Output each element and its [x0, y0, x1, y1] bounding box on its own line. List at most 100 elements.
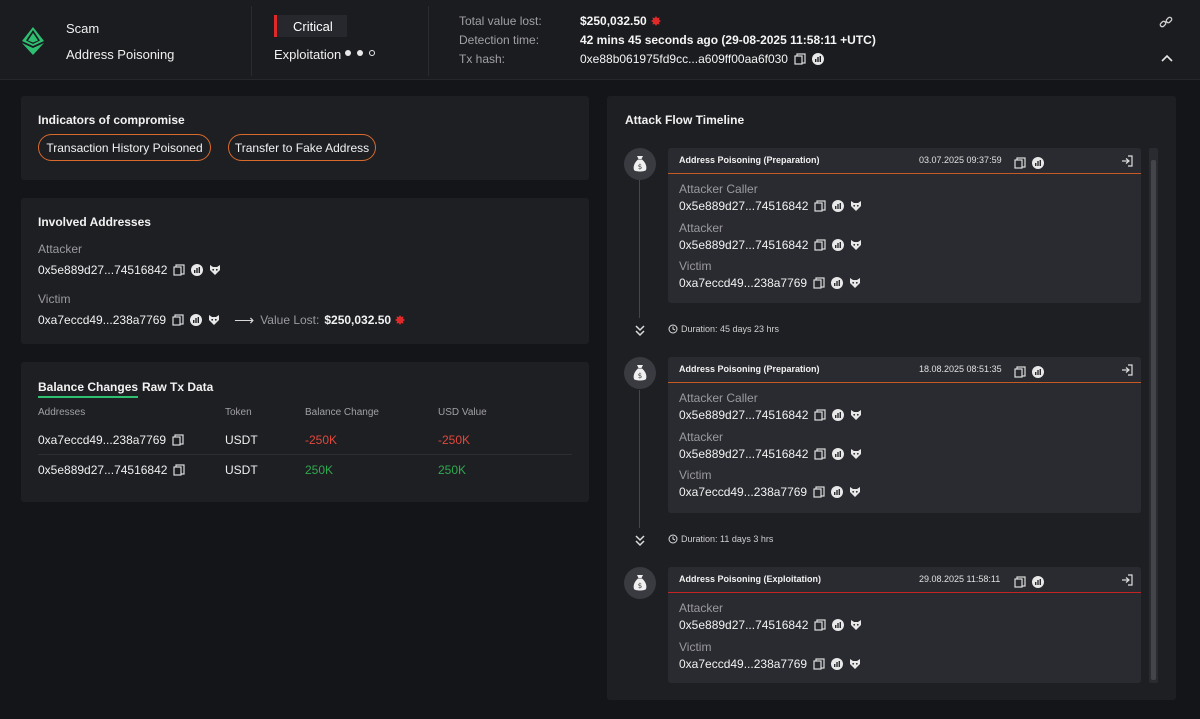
victim-address[interactable]: 0xa7eccd49...238a7769 ⟶ Value Lost: $250,03… — [38, 312, 406, 329]
copy-icon[interactable] — [814, 239, 827, 251]
copy-icon[interactable] — [173, 264, 186, 276]
explorer-chart-icon[interactable] — [1032, 576, 1044, 588]
explorer-chart-icon[interactable] — [190, 314, 203, 326]
fox-icon[interactable] — [850, 409, 862, 421]
event-title: Address Poisoning (Preparation) — [679, 364, 820, 374]
copy-icon[interactable] — [1014, 157, 1026, 169]
explorer-chart-icon[interactable] — [811, 53, 824, 65]
explorer-chart-icon[interactable] — [191, 264, 204, 276]
event-date: 18.08.2025 08:51:35 — [919, 364, 1002, 374]
open-external-icon[interactable] — [1121, 363, 1133, 376]
fox-icon[interactable] — [850, 200, 862, 212]
involved-addresses-panel — [21, 198, 589, 344]
copy-icon[interactable] — [1014, 366, 1026, 378]
fox-icon[interactable] — [850, 619, 862, 631]
money-bag-icon: $ — [624, 357, 656, 389]
incident-category: Scam — [66, 21, 100, 36]
entry-address[interactable]: 0x5e889d27...74516842 — [679, 199, 862, 213]
tx-hash: 0xe88b061975fd9cc...a609ff00aa6f030 — [580, 52, 824, 66]
detection-time: 42 mins 45 seconds ago (29-08-2025 11:58… — [580, 33, 876, 47]
copy-icon[interactable] — [794, 53, 806, 65]
tab-raw-tx-data[interactable]: Raw Tx Data — [142, 380, 214, 394]
total-value-lost-label: Total value lost: — [459, 14, 542, 28]
attacker-address[interactable]: 0x5e889d27...74516842 — [38, 263, 221, 277]
entry-address[interactable]: 0x5e889d27...74516842 — [679, 238, 862, 252]
value-lost-label: Value Lost: — [260, 313, 320, 327]
copy-icon[interactable] — [813, 658, 825, 670]
entry-label: Victim — [679, 468, 712, 483]
explorer-chart-icon[interactable] — [832, 409, 845, 421]
scrollbar-thumb[interactable] — [1151, 160, 1156, 680]
double-chevron-down-icon — [634, 324, 646, 337]
incident-header: Scam Address Poisoning Critical Exploita… — [0, 0, 1200, 80]
copy-icon[interactable] — [814, 448, 827, 460]
event-header: Address Poisoning (Preparation) 18.08.202… — [668, 357, 1141, 383]
copy-icon[interactable] — [1014, 576, 1026, 588]
copy-icon[interactable] — [814, 200, 827, 212]
tx-hash-label: Tx hash: — [459, 52, 506, 66]
entry-address[interactable]: 0xa7eccd49...238a7769 — [679, 485, 861, 499]
copy-icon[interactable] — [173, 464, 186, 476]
col-token: Token — [225, 407, 252, 418]
tab-balance-changes[interactable]: Balance Changes — [38, 380, 139, 398]
entry-address[interactable]: 0x5e889d27...74516842 — [679, 408, 862, 422]
explorer-chart-icon[interactable] — [832, 200, 845, 212]
event-header: Address Poisoning (Preparation) 03.07.202… — [668, 148, 1141, 174]
entry-label: Attacker Caller — [679, 391, 758, 405]
copy-icon[interactable] — [813, 277, 825, 289]
row-balance-change: 250K — [305, 463, 334, 477]
explorer-chart-icon[interactable] — [831, 657, 844, 670]
detection-time-label: Detection time: — [459, 33, 540, 47]
open-external-icon[interactable] — [1121, 154, 1133, 167]
event-title: Address Poisoning (Preparation) — [679, 155, 820, 165]
explorer-chart-icon[interactable] — [831, 277, 844, 290]
entry-label: Victim — [679, 259, 712, 274]
explorer-chart-icon[interactable] — [832, 619, 845, 631]
svg-text:$: $ — [638, 372, 642, 380]
fox-icon[interactable] — [850, 239, 862, 251]
ioc-tag[interactable]: Transfer to Fake Address — [228, 134, 376, 161]
row-usd-value: 250K — [438, 463, 467, 477]
row-address[interactable]: 0x5e889d27...74516842 — [38, 463, 186, 477]
clock-icon — [668, 534, 678, 544]
explorer-chart-icon[interactable] — [1032, 157, 1044, 169]
row-address[interactable]: 0xa7eccd49...238a7769 — [38, 433, 184, 447]
copy-icon[interactable] — [813, 486, 825, 498]
explorer-chart-icon[interactable] — [1032, 366, 1044, 378]
entry-label: Attacker — [679, 601, 724, 615]
entry-address[interactable]: 0xa7eccd49...238a7769 — [679, 657, 861, 671]
col-addresses: Addresses — [38, 407, 86, 418]
fox-icon[interactable] — [850, 448, 862, 460]
chevron-up-icon[interactable] — [1161, 54, 1173, 62]
open-external-icon[interactable] — [1121, 573, 1133, 586]
balance-panel — [21, 362, 589, 502]
entry-address[interactable]: 0x5e889d27...74516842 — [679, 447, 862, 461]
timeline-event-card: Address Poisoning (Preparation) 03.07.202… — [668, 148, 1141, 303]
ioc-panel — [21, 96, 589, 180]
copy-icon[interactable] — [814, 619, 827, 631]
copy-icon[interactable] — [814, 409, 827, 421]
event-date: 29.08.2025 11:58:11 — [919, 574, 1001, 584]
duration-label: Duration: 11 days 3 hrs — [668, 534, 773, 544]
fox-icon[interactable] — [209, 264, 221, 276]
copy-icon[interactable] — [172, 434, 184, 446]
row-balance-change: -250K — [305, 433, 338, 447]
event-header: Address Poisoning (Exploitation) 29.08.20… — [668, 567, 1141, 593]
col-balance-change: Balance Change — [305, 407, 379, 418]
critical-burst-icon — [395, 315, 406, 325]
explorer-chart-icon[interactable] — [831, 486, 844, 499]
link-icon[interactable] — [1159, 15, 1173, 29]
entry-label: Victim — [679, 639, 712, 654]
explorer-chart-icon[interactable] — [832, 238, 845, 251]
timeline-title: Attack Flow Timeline — [625, 113, 745, 127]
fox-icon[interactable] — [208, 314, 220, 326]
ioc-tag[interactable]: Transaction History Poisoned — [38, 134, 211, 161]
explorer-chart-icon[interactable] — [832, 447, 845, 460]
entry-address[interactable]: 0xa7eccd49...238a7769 — [679, 276, 861, 290]
entry-address[interactable]: 0x5e889d27...74516842 — [679, 618, 862, 632]
event-title: Address Poisoning (Exploitation) — [679, 574, 822, 584]
copy-icon[interactable] — [172, 314, 184, 326]
fox-icon[interactable] — [849, 658, 861, 670]
fox-icon[interactable] — [849, 277, 861, 289]
fox-icon[interactable] — [849, 486, 861, 498]
